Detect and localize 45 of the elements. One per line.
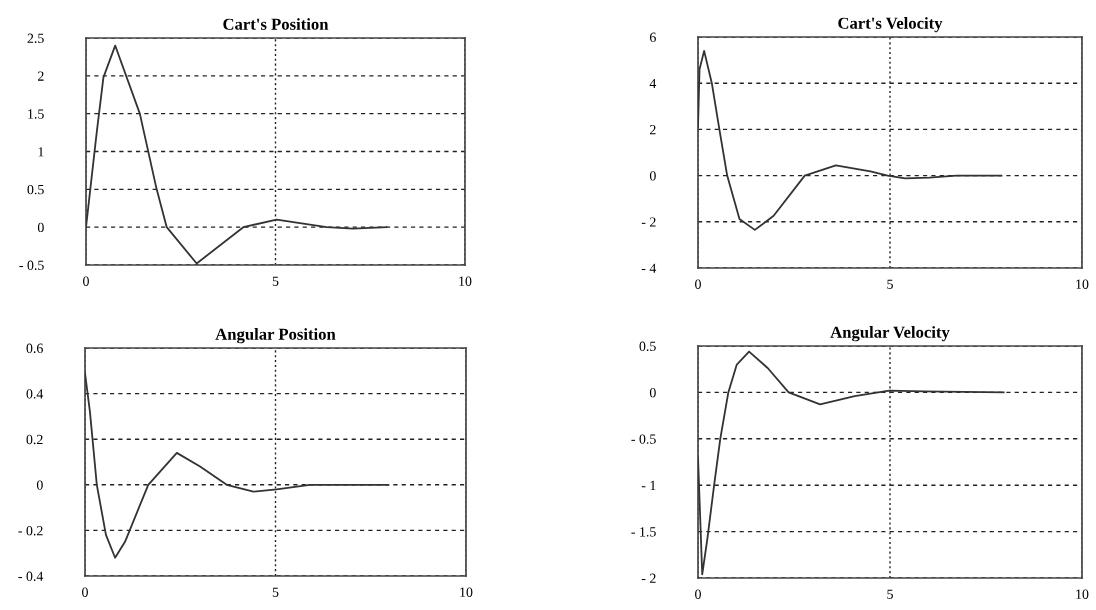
y-tick-label: - 2 <box>641 217 656 227</box>
y-tick-label: - 0.2 <box>18 525 43 536</box>
y-tick-label: - 1 <box>641 480 656 491</box>
y-tick-label: 1 <box>38 147 44 157</box>
line-series <box>85 372 390 559</box>
x-tick-label: 5 <box>272 276 279 286</box>
y-tick-label: - 0.5 <box>631 434 656 444</box>
x-tick-label: 5 <box>272 587 279 597</box>
chart-title: Angular Position <box>215 328 336 344</box>
y-tick-label: 0.5 <box>27 184 44 195</box>
line-series <box>698 49 1003 231</box>
x-tick-label: 0 <box>83 276 89 286</box>
x-tick-label: 0 <box>695 589 701 599</box>
x-tick-label: 10 <box>1076 589 1089 599</box>
y-tick-label: 0.6 <box>26 343 43 354</box>
x-tick-label: 10 <box>460 587 473 597</box>
chart-title: Cart's Velocity <box>838 17 943 33</box>
x-tick-label: 0 <box>82 587 88 597</box>
y-tick-label: 0 <box>36 480 43 490</box>
line-series <box>86 44 388 265</box>
y-tick-label: - 1.5 <box>631 527 656 537</box>
y-tick-label: - 0.5 <box>19 260 44 271</box>
y-tick-label: 2.5 <box>27 33 44 44</box>
y-tick-label: - 2 <box>641 573 656 583</box>
x-tick-label: 10 <box>459 276 472 286</box>
x-tick-label: 5 <box>887 589 893 599</box>
x-tick-label: 0 <box>695 279 701 289</box>
y-tick-label: 0 <box>37 222 44 233</box>
y-tick-label: 4 <box>649 78 657 89</box>
y-tick-label: 0 <box>649 387 656 398</box>
y-tick-label: - 0.4 <box>18 571 44 582</box>
line-series <box>698 350 1005 576</box>
y-tick-label: 0.5 <box>639 341 656 352</box>
chart-title: Cart's Position <box>223 18 329 30</box>
y-tick-label: 1.5 <box>28 109 44 119</box>
y-tick-label: 6 <box>649 32 656 42</box>
y-tick-label: 0 <box>649 171 656 181</box>
y-tick-label: 2 <box>650 125 656 135</box>
y-tick-label: 2 <box>38 71 44 81</box>
y-tick-label: - 4 <box>641 263 657 273</box>
x-tick-label: 5 <box>887 279 893 289</box>
y-tick-label: 0.4 <box>26 389 44 399</box>
x-tick-label: 10 <box>1076 279 1089 289</box>
y-tick-label: 0.2 <box>26 434 43 445</box>
chart-title: Angular Velocity <box>830 326 950 342</box>
